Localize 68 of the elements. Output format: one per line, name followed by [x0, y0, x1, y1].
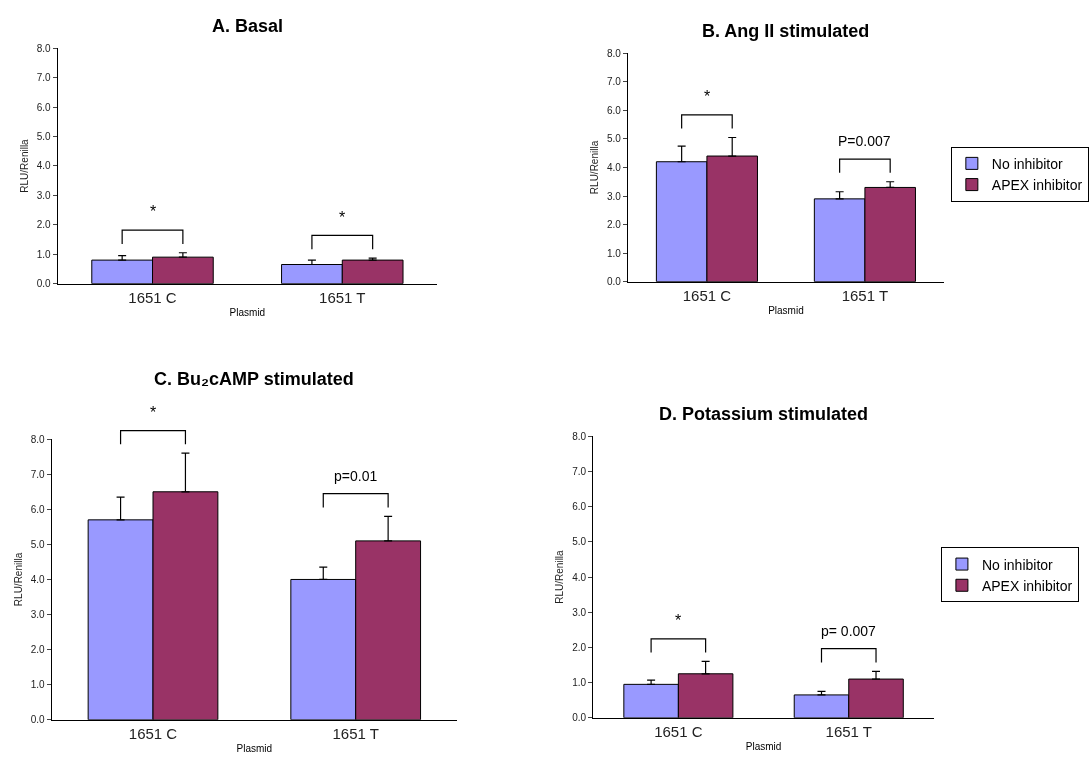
- y-tick-label: 7.0: [36, 72, 52, 84]
- chart-title: C. Bu₂cAMP stimulated: [154, 369, 354, 389]
- y-tick-label: 8.0: [607, 47, 622, 59]
- y-tick-label: 2.0: [36, 219, 52, 231]
- y-tick-label: 4.0: [30, 573, 46, 585]
- y-axis-title: RLU/Renilla: [18, 138, 30, 193]
- y-tick-label: 6.0: [607, 104, 622, 116]
- y-axis-title: RLU/Renilla: [12, 552, 24, 607]
- x-axis-title: Plasmid: [229, 307, 266, 319]
- annotation: *: [339, 209, 346, 226]
- y-tick-label: 6.0: [36, 101, 52, 113]
- x-tick-label: 1651 C: [128, 724, 178, 742]
- annotation: p=0.01: [334, 468, 378, 484]
- x-tick-label: 1651 T: [841, 286, 889, 304]
- y-tick-label: 1.0: [607, 247, 622, 259]
- annotation: *: [675, 612, 682, 629]
- y-tick-label: 5.0: [30, 538, 46, 550]
- annotation: *: [704, 88, 711, 105]
- y-tick-label: 6.0: [30, 503, 46, 515]
- legend-label: APEX inhibitor: [981, 577, 1073, 594]
- y-tick-label: 4.0: [572, 571, 587, 583]
- annotation: *: [150, 203, 157, 220]
- y-tick-label: 3.0: [36, 189, 52, 201]
- y-tick-label: 1.0: [36, 248, 52, 260]
- y-tick-label: 7.0: [30, 468, 46, 480]
- chart-title: A. Basal: [212, 16, 284, 36]
- y-tick-label: 8.0: [36, 42, 52, 54]
- y-axis-title: RLU/Renilla: [589, 140, 601, 195]
- y-tick-label: 8.0: [572, 430, 587, 442]
- y-tick-label: 5.0: [607, 133, 622, 145]
- y-tick-label: 2.0: [30, 644, 46, 656]
- y-tick-label: 3.0: [607, 190, 622, 202]
- y-tick-label: 1.0: [572, 677, 587, 689]
- chart-title: D. Potassium stimulated: [659, 404, 869, 424]
- x-tick-label: 1651 T: [332, 724, 379, 742]
- y-tick-label: 3.0: [30, 609, 46, 621]
- legend-label: APEX inhibitor: [991, 177, 1083, 194]
- legend-label: No inhibitor: [991, 155, 1063, 172]
- y-tick-label: 7.0: [607, 76, 622, 88]
- x-tick-label: 1651 C: [682, 286, 732, 304]
- y-tick-label: 0.0: [36, 278, 52, 290]
- y-tick-label: 0.0: [607, 276, 622, 288]
- annotation: P=0.007: [838, 133, 891, 149]
- x-axis-title: Plasmid: [768, 305, 804, 317]
- y-tick-label: 0.0: [572, 712, 587, 724]
- annotation: p= 0.007: [821, 623, 877, 639]
- text: *: [150, 404, 157, 421]
- y-tick-label: 6.0: [572, 501, 587, 513]
- x-tick-label: 1651 C: [128, 288, 177, 306]
- y-tick-label: 0.0: [30, 714, 46, 726]
- x-tick-label: 1651 T: [825, 722, 872, 740]
- y-axis-title: RLU/Renilla: [554, 549, 566, 604]
- y-tick-label: 5.0: [572, 536, 587, 548]
- legend-label: No inhibitor: [981, 556, 1054, 573]
- y-tick-label: 3.0: [572, 606, 587, 618]
- y-tick-label: 5.0: [36, 131, 52, 143]
- y-tick-label: 2.0: [607, 219, 622, 231]
- x-axis-title: Plasmid: [236, 743, 273, 755]
- y-tick-label: 2.0: [572, 641, 587, 653]
- y-tick-label: 4.0: [36, 160, 52, 172]
- x-tick-label: 1651 T: [319, 288, 366, 306]
- chart-title: B. Ang II stimulated: [702, 21, 870, 41]
- y-tick-label: 4.0: [607, 161, 622, 173]
- y-tick-label: 1.0: [30, 679, 46, 691]
- x-tick-label: 1651 C: [654, 722, 703, 740]
- x-axis-title: Plasmid: [745, 741, 782, 753]
- y-tick-label: 8.0: [30, 433, 46, 445]
- y-tick-label: 7.0: [572, 465, 587, 477]
